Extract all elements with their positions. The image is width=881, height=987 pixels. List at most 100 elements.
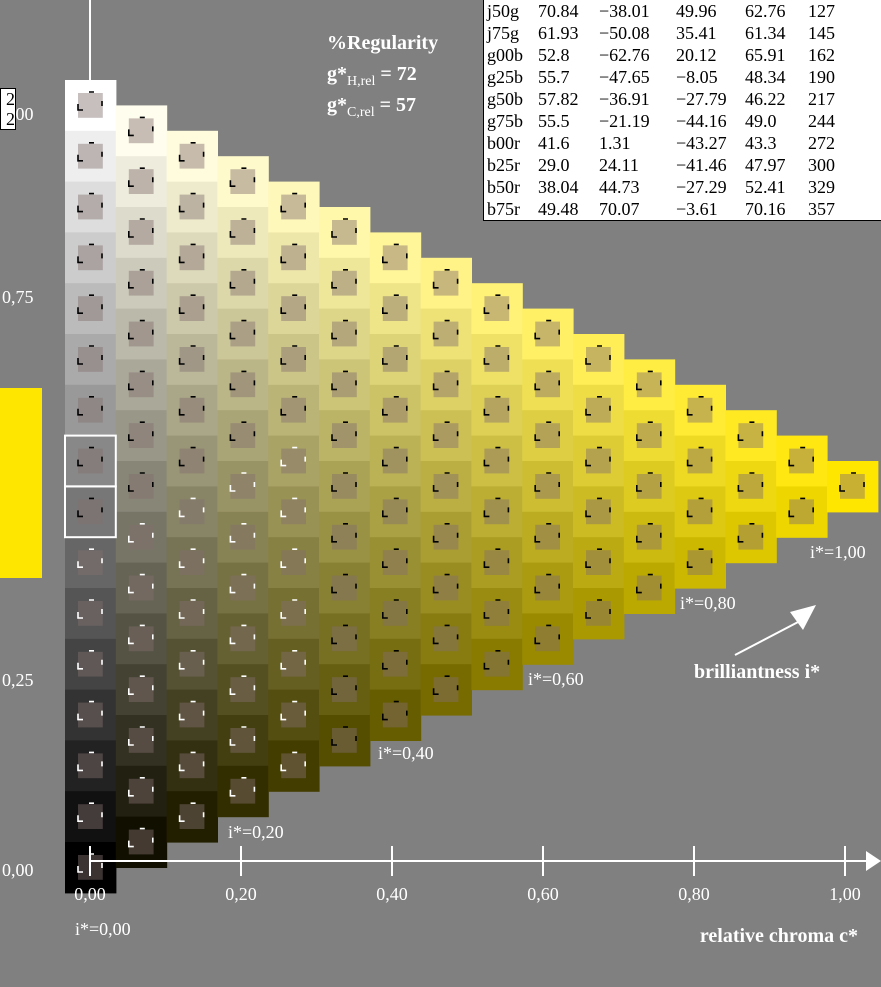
table-cell: 47.97 bbox=[745, 155, 786, 175]
sample-patch bbox=[281, 601, 306, 626]
table-row: b00r 41.6 1.31 −43.27 43.3 272 bbox=[484, 132, 858, 154]
table-cell: b50r bbox=[487, 177, 520, 197]
table-cell: 217 bbox=[808, 89, 835, 109]
sample-patch bbox=[179, 601, 205, 626]
registration-mark bbox=[280, 548, 306, 568]
sample-patch bbox=[230, 677, 256, 702]
table-row: j75g 61.93 −50.08 35.41 61.34 145 bbox=[484, 22, 858, 44]
registration-mark bbox=[483, 650, 510, 670]
sample-patch bbox=[179, 397, 205, 423]
table-cell: −43.27 bbox=[676, 133, 727, 153]
registration-mark bbox=[77, 91, 103, 111]
registration-mark bbox=[585, 497, 611, 518]
sample-patch bbox=[128, 677, 154, 702]
sample-patch bbox=[433, 321, 459, 347]
sample-patch bbox=[128, 118, 154, 144]
registration-mark bbox=[77, 548, 103, 568]
table-cell: 29.0 bbox=[538, 155, 570, 175]
sample-patch bbox=[535, 575, 560, 601]
table-cell: j50g bbox=[487, 1, 520, 21]
registration-mark bbox=[178, 142, 205, 162]
registration-mark bbox=[229, 777, 256, 797]
sample-patch bbox=[128, 728, 154, 753]
sample-patch bbox=[281, 245, 306, 271]
table-cell: 20.12 bbox=[676, 45, 717, 65]
table-cell: 44.73 bbox=[599, 177, 640, 197]
color-cells bbox=[64, 80, 879, 894]
sample-patch bbox=[128, 575, 154, 601]
registration-mark bbox=[686, 497, 713, 518]
sample-patch bbox=[179, 651, 205, 677]
registration-mark bbox=[534, 624, 560, 645]
sample-patch bbox=[433, 372, 459, 398]
table-cell: 49.48 bbox=[538, 199, 579, 219]
sample-patch bbox=[128, 372, 154, 398]
registration-mark bbox=[178, 751, 205, 772]
x-tick-label: 0,80 bbox=[678, 884, 710, 904]
registration-mark bbox=[178, 446, 205, 467]
table-cell: 41.6 bbox=[538, 133, 570, 153]
sample-patch bbox=[179, 143, 205, 169]
registration-mark bbox=[382, 548, 408, 568]
registration-mark bbox=[229, 370, 256, 391]
table-cell: 52.8 bbox=[538, 45, 570, 65]
sample-patch bbox=[484, 550, 510, 575]
sample-patch bbox=[433, 270, 459, 296]
table-cell: 49.96 bbox=[676, 1, 717, 21]
registration-mark bbox=[77, 294, 103, 314]
sample-patch bbox=[281, 499, 306, 525]
table-cell: 329 bbox=[808, 177, 835, 197]
registration-mark bbox=[432, 675, 459, 695]
sample-patch bbox=[636, 474, 662, 499]
table-cell: 1.31 bbox=[599, 133, 631, 153]
table-cell: −44.16 bbox=[676, 111, 727, 131]
registration-mark bbox=[77, 650, 103, 670]
sample-patch bbox=[230, 626, 256, 652]
sample-patch bbox=[535, 626, 560, 652]
registration-mark bbox=[585, 345, 611, 365]
sample-patch bbox=[281, 753, 306, 779]
sample-patch bbox=[484, 499, 510, 525]
table-cell: 24.11 bbox=[599, 155, 639, 175]
registration-mark bbox=[686, 446, 713, 467]
sample-patch bbox=[128, 626, 154, 652]
registration-mark bbox=[534, 421, 560, 441]
x-tick-label: 0,20 bbox=[225, 884, 257, 904]
registration-mark bbox=[331, 624, 357, 645]
table-cell: b25r bbox=[487, 155, 520, 175]
registration-mark bbox=[77, 700, 103, 721]
registration-mark bbox=[128, 116, 154, 137]
table-cell: −27.29 bbox=[676, 177, 727, 197]
registration-mark bbox=[280, 446, 306, 467]
brilliantness-label: i*=0,20 bbox=[228, 822, 284, 842]
table-cell: −8.05 bbox=[676, 67, 718, 87]
registration-mark bbox=[128, 319, 154, 340]
registration-mark bbox=[382, 294, 408, 314]
registration-mark bbox=[331, 269, 357, 289]
sample-patch bbox=[179, 296, 205, 321]
registration-mark bbox=[178, 700, 205, 721]
sample-patch bbox=[484, 651, 510, 677]
registration-mark bbox=[178, 294, 205, 314]
table-cell: −36.91 bbox=[599, 89, 650, 109]
sample-patch bbox=[128, 423, 154, 448]
brilliantness-label: i*=0,80 bbox=[680, 593, 736, 613]
left-table-line: 2 bbox=[6, 89, 15, 109]
sample-patch bbox=[230, 474, 256, 499]
registration-mark bbox=[534, 319, 560, 340]
registration-mark bbox=[585, 396, 611, 416]
sample-patch bbox=[179, 347, 205, 372]
sample-patch bbox=[382, 651, 408, 677]
sample-patch bbox=[128, 474, 154, 499]
registration-mark bbox=[280, 243, 306, 264]
x-tick-label: 0,00 bbox=[74, 884, 106, 904]
sample-patch bbox=[484, 347, 510, 372]
brilliantness-title: brilliantness i* bbox=[694, 661, 820, 683]
sample-patch bbox=[535, 423, 560, 448]
legend-g-c-rel: g*C,rel = 57 bbox=[327, 94, 416, 120]
sample-patch bbox=[230, 575, 256, 601]
sample-patch bbox=[433, 575, 459, 601]
registration-mark bbox=[178, 192, 205, 213]
sample-patch bbox=[535, 372, 560, 398]
